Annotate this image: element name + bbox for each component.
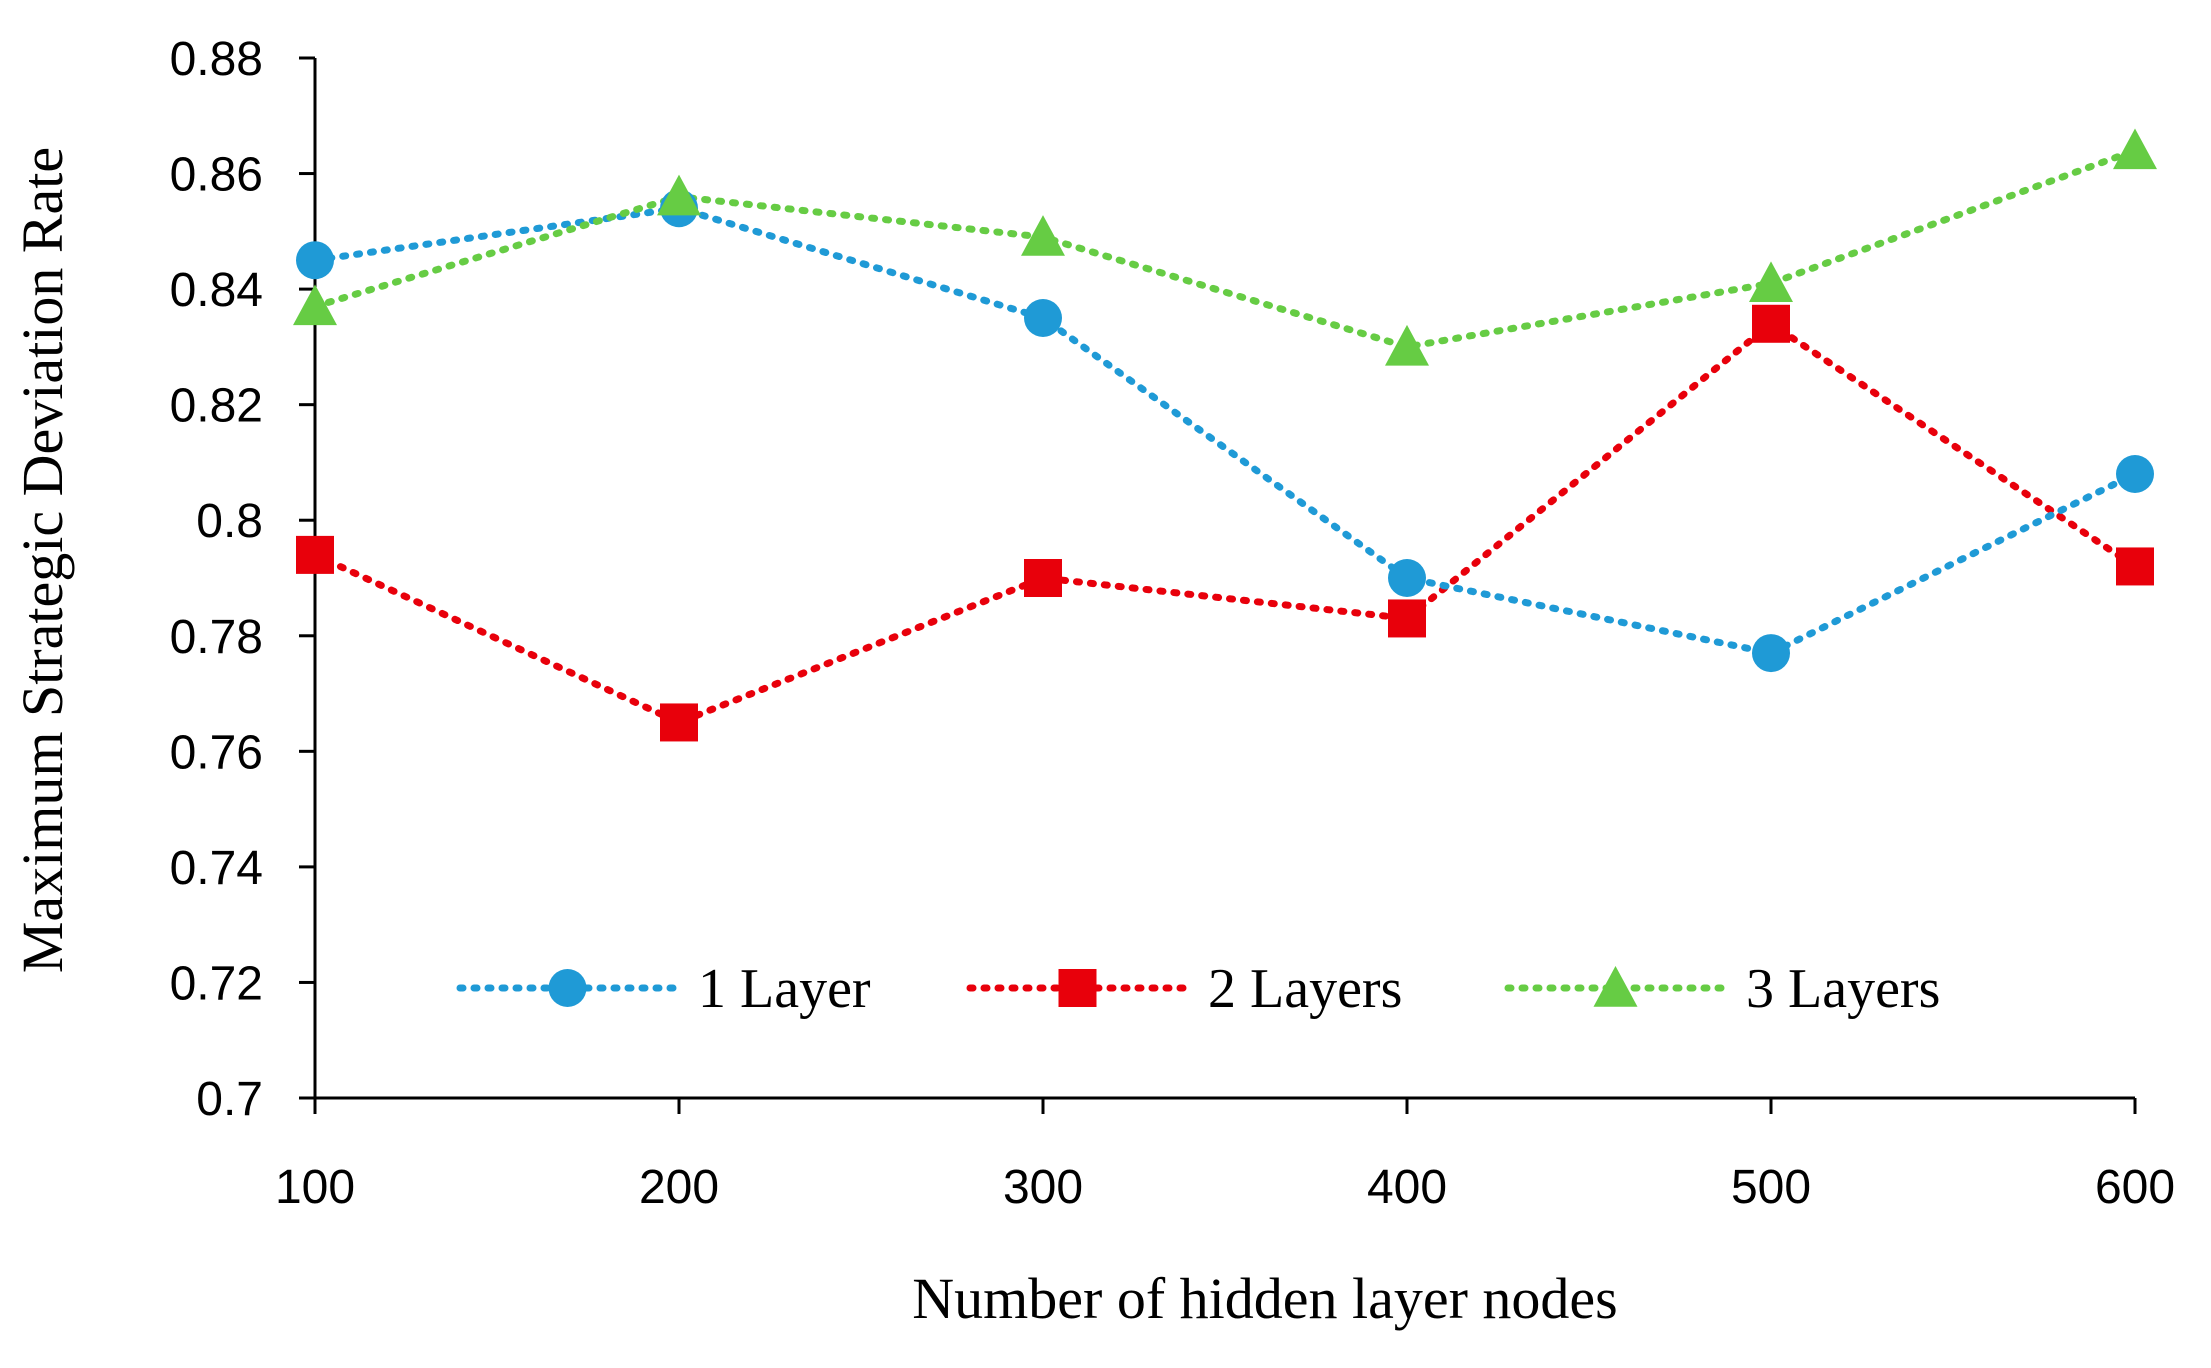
data-point-2: [296, 535, 334, 574]
data-point-2: [1388, 599, 1426, 638]
data-point-1: [2116, 455, 2154, 493]
y-tick-label: 0.78: [170, 611, 263, 664]
legend-marker-2: [1058, 969, 1097, 1007]
y-tick-label: 0.8: [196, 495, 263, 548]
data-point-2: [2116, 547, 2154, 586]
data-point-2: [1752, 304, 1790, 343]
data-point-3: [1021, 215, 1065, 256]
legend-label-2: 2 Layers: [1208, 958, 1402, 1020]
data-point-3: [2113, 128, 2157, 170]
y-tick-label: 0.82: [170, 380, 263, 433]
series-line-1: [311, 204, 2139, 657]
data-point-3: [1749, 261, 1793, 303]
y-tick-label: 0.76: [170, 726, 263, 779]
x-axis-title: Number of hidden layer nodes: [912, 1266, 1617, 1331]
data-point-3: [1385, 324, 1429, 366]
data-point-3: [293, 284, 337, 326]
series-line-3: [311, 146, 2139, 351]
legend: 1 Layer 2 Layers 3 Layers: [456, 958, 1940, 1020]
x-tick-label: 100: [275, 1161, 355, 1214]
x-tick-label: 600: [2095, 1161, 2175, 1214]
legend-label-3: 3 Layers: [1746, 958, 1940, 1020]
x-tick-label: 200: [639, 1161, 719, 1214]
y-tick-label: 0.88: [170, 33, 263, 86]
y-tick-label: 0.7: [196, 1073, 263, 1126]
y-tick-label: 0.84: [170, 264, 263, 317]
data-point-1: [1024, 299, 1062, 337]
legend-marker-1: [548, 969, 587, 1007]
x-tick-label: 500: [1731, 1161, 1811, 1214]
y-tick-label: 0.86: [170, 149, 263, 202]
data-point-2: [660, 703, 698, 742]
legend-marker-3: [1593, 966, 1638, 1007]
x-tick-label: 400: [1367, 1161, 1447, 1214]
y-axis-title: Maximum Strategic Deviation Rate: [10, 147, 75, 973]
data-point-3: [657, 174, 701, 216]
y-tick-label: 0.74: [170, 842, 263, 895]
data-point-1: [1388, 559, 1426, 597]
plot-area: 0.7 0.72 0.74 0.76 0.78 0.8 0.82 0.84 0.86 0.88 10…: [170, 33, 2175, 1214]
data-point-1: [1752, 634, 1790, 673]
data-point-2: [1024, 559, 1062, 597]
x-tick-label: 300: [1003, 1161, 1083, 1214]
data-point-1: [296, 241, 334, 280]
legend-label-1: 1 Layer: [698, 958, 871, 1020]
y-tick-label: 0.72: [170, 957, 263, 1010]
series-line-2: [311, 319, 2139, 727]
